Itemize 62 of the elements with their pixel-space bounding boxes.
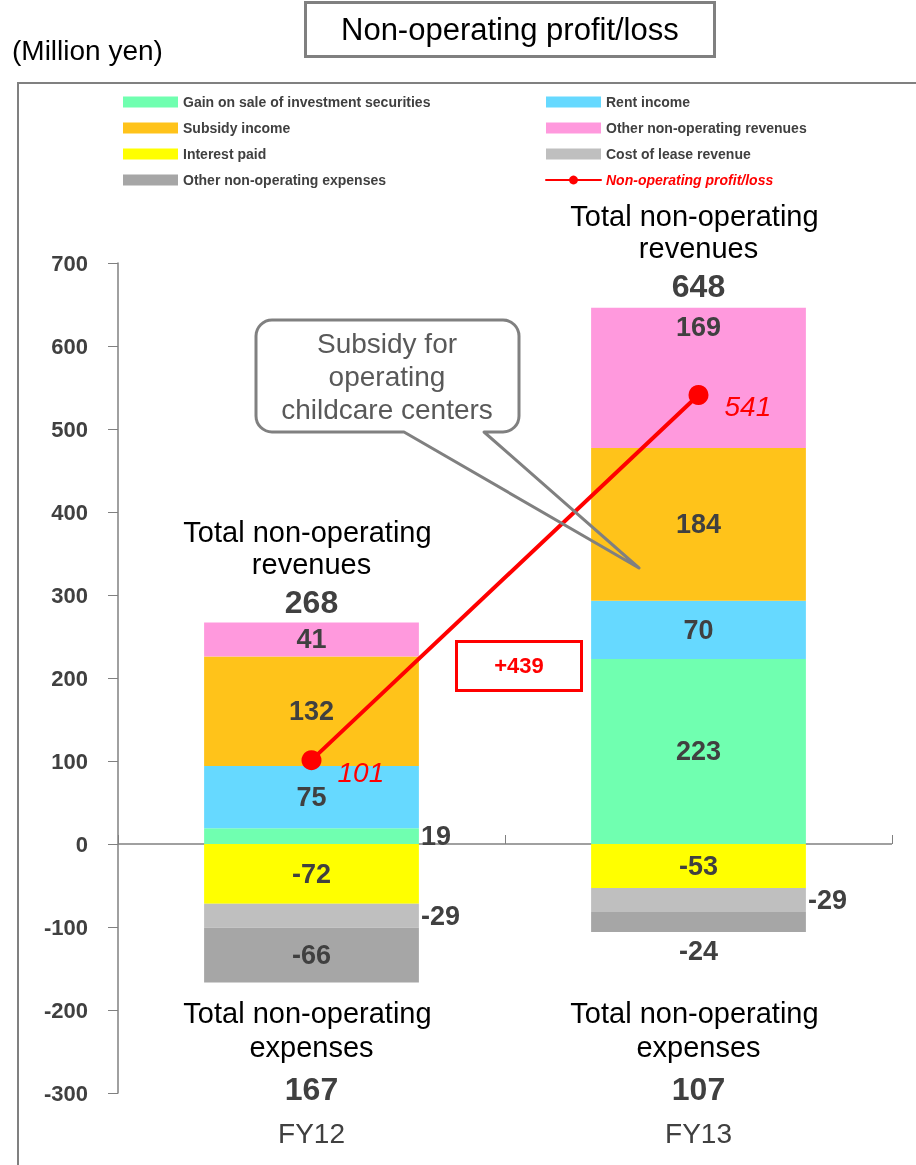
y-tick-label: -100: [43, 914, 88, 940]
legend-label: Other non-operating expenses: [183, 172, 387, 188]
x-tick-label: FY13: [665, 1117, 732, 1149]
y-tick-label: -200: [43, 997, 88, 1023]
annotation: 268: [284, 583, 339, 620]
y-tick-label: -300: [43, 1080, 88, 1106]
y-tick-label: 100: [51, 748, 88, 774]
y-tick-label: 200: [51, 665, 88, 691]
data-label: 184: [675, 509, 722, 540]
data-label: -66: [291, 940, 332, 971]
data-label: 132: [288, 696, 335, 727]
bar: [204, 765, 419, 829]
bar: [591, 600, 806, 659]
text: (Million yen): [12, 34, 163, 66]
annotation: Total non-operating revenues: [570, 200, 827, 265]
bar: [591, 887, 806, 913]
legend-label: Subsidy income: [183, 120, 291, 136]
bar: [591, 844, 806, 888]
bar: [204, 903, 419, 928]
data-label: 101: [337, 756, 385, 788]
legend-label: Gain on sale of investment securities: [183, 94, 431, 110]
bar: [591, 658, 806, 844]
data-label: 70: [683, 614, 714, 645]
annotation: Total non-operating expenses: [183, 997, 440, 1063]
bar: [204, 927, 419, 983]
data-label: 541: [724, 391, 772, 423]
data-label: 223: [675, 736, 722, 767]
data-label: 75: [296, 782, 327, 813]
y-tick-label: 400: [51, 499, 88, 525]
y-tick-label: 600: [51, 333, 88, 359]
legend-label: Rent income: [606, 94, 691, 110]
legend-label: Non-operating profit/loss: [606, 172, 774, 188]
bar: [591, 448, 806, 601]
data-label: 19: [420, 821, 451, 852]
y-tick-label: 500: [51, 416, 88, 442]
x-tick-label: FY12: [278, 1117, 345, 1149]
legend-label: Interest paid: [183, 146, 267, 162]
annotation: 107: [671, 1071, 726, 1107]
data-label: -72: [291, 858, 332, 889]
bar: [591, 912, 806, 932]
y-tick-label: 300: [51, 582, 88, 608]
data-label: -53: [678, 850, 719, 881]
annotation: Total non-operating expenses: [570, 997, 827, 1063]
y-tick-label: 700: [51, 250, 88, 276]
data-label: -29: [420, 900, 460, 931]
data-label: -24: [678, 936, 719, 967]
data-label: 169: [675, 312, 722, 343]
chart-title: Non-operating profit/loss: [341, 12, 679, 47]
legend-label: Cost of lease revenue: [606, 146, 751, 162]
data-label: -29: [807, 885, 847, 916]
y-tick-label: 0: [75, 831, 88, 857]
annotation: 167: [284, 1071, 339, 1107]
bar: [204, 844, 419, 904]
annotation: Total non-operating revenues: [183, 515, 440, 580]
bar: [591, 307, 806, 449]
legend-label: Other non-operating revenues: [606, 120, 807, 136]
annotation: Subsidy for operating childcare centers: [280, 326, 494, 426]
data-label: 41: [296, 624, 327, 655]
bar: [204, 622, 419, 657]
annotation: 648: [671, 268, 726, 305]
bar: [204, 828, 419, 844]
annotation: +439: [494, 652, 544, 679]
